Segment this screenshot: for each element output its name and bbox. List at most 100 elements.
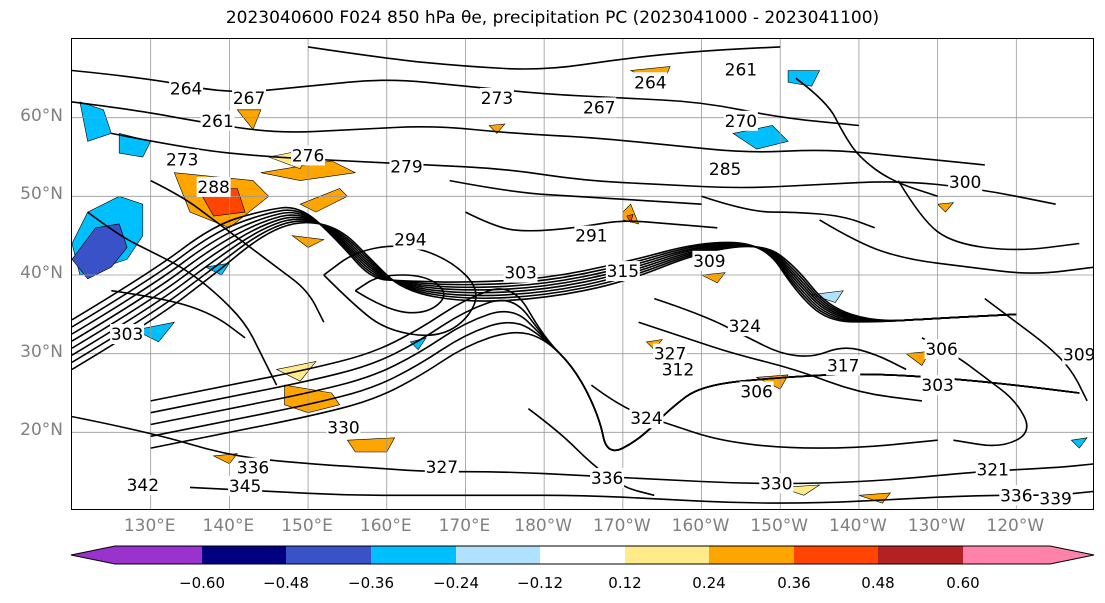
longitude-tick-label: 140°E <box>202 516 255 536</box>
theta-e-contour <box>984 297 1088 402</box>
contour-label-bg <box>692 250 727 271</box>
contour-label: 279 <box>390 157 422 177</box>
colorbar-outline <box>70 545 1095 565</box>
pc-patch <box>118 133 152 158</box>
pc-patch <box>1070 437 1088 449</box>
pc-patch <box>700 272 726 284</box>
contour-label: 276 <box>292 146 324 166</box>
contour-label: 267 <box>583 98 615 118</box>
latitude-tick-label: 20°N <box>20 420 63 441</box>
contour-label-bg <box>590 467 625 488</box>
colorbar-tick-label: −0.36 <box>348 574 394 592</box>
contour-label: 270 <box>725 112 757 132</box>
colorbar-bin <box>794 546 878 564</box>
contour-label-bg <box>924 338 959 359</box>
latitude-tick-label: 40°N <box>20 263 63 283</box>
contour-label: 273 <box>481 89 513 109</box>
theta-e-contour <box>819 219 1093 274</box>
pc-patch <box>134 321 176 343</box>
contour-label: 303 <box>504 264 536 284</box>
pc-patch <box>346 437 396 453</box>
contour-label-bg <box>605 261 640 282</box>
contour-label-bg <box>723 110 758 131</box>
colorbar-bin <box>709 546 794 564</box>
contour-label: 309 <box>1063 345 1094 365</box>
contour-label: 273 <box>166 150 198 170</box>
contour-label-bg <box>975 459 1010 480</box>
theta-e-contour <box>87 211 278 386</box>
colorbar-tick-label: −0.48 <box>263 574 309 592</box>
pc-patch <box>72 223 128 280</box>
contour-label: 324 <box>630 409 662 429</box>
longitude-tick-label: 130°E <box>123 516 176 536</box>
contour-label: 327 <box>426 458 458 478</box>
contour-label: 309 <box>693 252 725 272</box>
colorbar <box>70 545 1095 565</box>
contour-label-bg <box>503 262 538 283</box>
contour-label-bg <box>1038 488 1073 509</box>
contour-label: 303 <box>921 376 953 396</box>
contour-label: 264 <box>634 73 666 93</box>
colorbar-tick-label: 0.48 <box>861 574 895 592</box>
contour-label: 315 <box>607 262 639 282</box>
theta-e-contour <box>921 337 1028 447</box>
contour-label: 317 <box>827 356 859 376</box>
longitude-tick-label: 160°E <box>359 516 412 536</box>
colorbar-tick-label: 0.24 <box>692 574 726 592</box>
theta-e-contour <box>654 297 907 371</box>
contour-label-bg <box>920 375 955 396</box>
theta-e-contour <box>354 274 445 314</box>
longitude-tick-label: 150°W <box>750 516 809 536</box>
theta-e-contour <box>72 415 1093 485</box>
colorbar-bin <box>625 546 709 564</box>
colorbar-tick-label: −0.60 <box>179 574 225 592</box>
contour-label-bg <box>582 97 617 118</box>
theta-e-contour <box>795 77 938 198</box>
theta-e-contour <box>189 486 1093 504</box>
pc-patch <box>212 453 238 465</box>
latitude-tick-label: 60°N <box>20 105 63 126</box>
colorbar-tick-label: 0.36 <box>777 574 811 592</box>
pc-patch <box>732 125 789 150</box>
theta-e-contour <box>72 69 859 127</box>
colorbar-tick-label: 0.60 <box>946 574 980 592</box>
theta-e-contour <box>897 180 1080 251</box>
contour-label-bg <box>999 485 1034 506</box>
contour-label-bg <box>723 59 758 80</box>
map-frame: 264 267 261 276 273 279 288 273 264 267 261 270 285 2… <box>71 38 1094 510</box>
contour-label-bg <box>393 229 428 250</box>
pc-patch <box>626 213 634 224</box>
contour-label: 306 <box>925 340 957 360</box>
longitude-tick-label: 140°W <box>829 516 887 536</box>
contour-label-bg <box>232 88 267 108</box>
colorbar-bin <box>963 546 1050 564</box>
longitude-tick-label: 170°E <box>438 516 491 536</box>
contour-label-bg <box>574 225 609 246</box>
theta-e-contour <box>307 46 781 70</box>
contour-label: 336 <box>1000 486 1032 506</box>
contour-label-bg <box>424 456 459 477</box>
contour-label: 306 <box>740 382 772 402</box>
pc-patch <box>79 101 112 142</box>
contour-label: 336 <box>237 459 269 479</box>
contour-label: 261 <box>201 112 233 132</box>
contour-label-bg <box>1062 344 1093 365</box>
contour-label-bg <box>653 343 688 364</box>
colorbar-bin <box>202 546 286 564</box>
contour-label-bg <box>633 72 668 93</box>
contour-label: 342 <box>127 476 159 496</box>
contour-label: 261 <box>725 61 757 81</box>
contour-label-bg <box>235 457 270 478</box>
theta-e-contour <box>449 179 702 205</box>
precipitation-shading <box>72 66 1088 504</box>
theta-e-contour <box>72 209 1017 328</box>
contour-label: 336 <box>591 469 623 489</box>
contour-label-bg <box>110 324 145 344</box>
contour-label: 264 <box>170 80 202 100</box>
pc-patch <box>488 123 506 134</box>
colorbar-extend-max <box>1050 546 1094 564</box>
longitude-tick-label: 170°W <box>592 516 651 536</box>
colorbar-bin <box>540 546 625 564</box>
